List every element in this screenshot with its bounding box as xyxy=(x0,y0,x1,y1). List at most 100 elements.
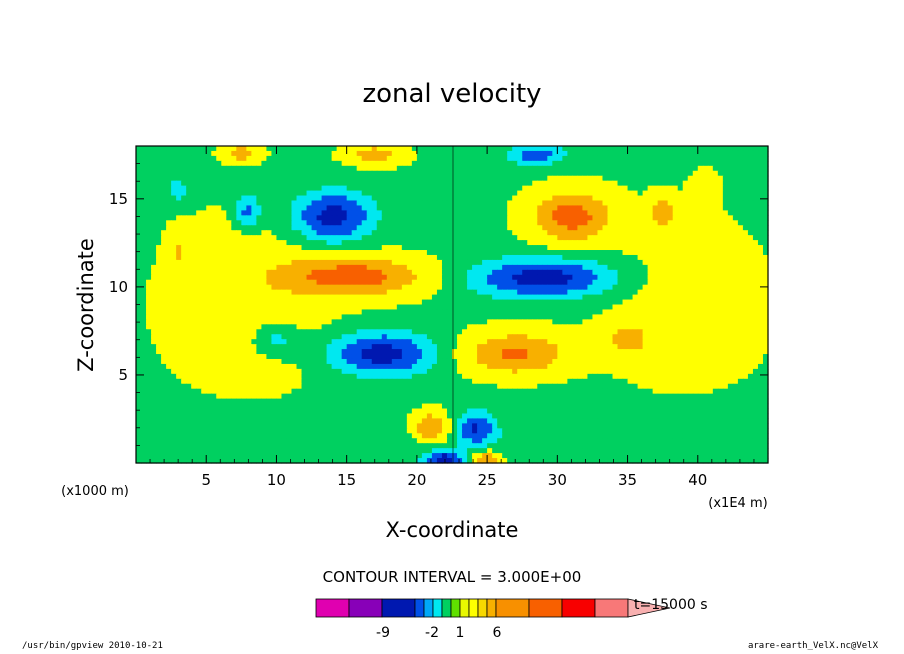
field-cell xyxy=(281,165,288,172)
field-cell xyxy=(356,170,363,177)
field-cell xyxy=(452,240,458,246)
field-cell xyxy=(712,304,719,311)
field-cell xyxy=(737,220,744,226)
field-cell xyxy=(742,319,749,325)
field-cell xyxy=(632,200,639,207)
field-cell xyxy=(747,334,754,340)
field-cell xyxy=(166,279,172,286)
field-cell xyxy=(171,319,177,325)
field-cell xyxy=(306,190,313,197)
field-cell xyxy=(467,175,473,182)
field-cell xyxy=(331,274,338,281)
field-cell xyxy=(171,309,177,315)
field-cell xyxy=(401,195,408,202)
field-cell xyxy=(522,284,528,291)
field-cell xyxy=(457,165,463,172)
field-cell xyxy=(341,259,348,266)
field-cell xyxy=(537,304,543,311)
field-cell xyxy=(336,309,343,315)
field-cell xyxy=(497,304,503,311)
field-cell xyxy=(401,230,408,236)
field-cell xyxy=(301,309,308,315)
field-cell xyxy=(667,205,674,211)
field-cell xyxy=(206,254,212,261)
field-cell xyxy=(371,245,378,251)
field-cell xyxy=(236,160,242,167)
field-cell xyxy=(672,225,679,231)
field-cell xyxy=(557,170,563,177)
field-cell xyxy=(426,304,433,311)
field-cell xyxy=(436,235,443,241)
field-cell xyxy=(441,245,448,251)
field-cell xyxy=(191,175,197,182)
field-cell xyxy=(386,185,393,192)
field-cell xyxy=(401,250,408,256)
field-cell xyxy=(622,205,629,211)
field-cell xyxy=(211,269,217,276)
field-cell xyxy=(597,324,604,330)
field-cell xyxy=(472,294,478,301)
field-cell xyxy=(211,329,217,335)
field-cell xyxy=(356,190,363,197)
field-cell xyxy=(667,264,674,271)
field-cell xyxy=(507,294,513,301)
field-cell xyxy=(692,160,699,167)
field-cell xyxy=(497,210,503,216)
field-cell xyxy=(336,185,343,192)
field-cell xyxy=(356,160,363,167)
field-cell xyxy=(627,210,634,216)
field-cell xyxy=(181,170,187,177)
field-cell xyxy=(537,225,543,231)
field-cell xyxy=(647,210,654,216)
field-cell xyxy=(752,314,759,320)
field-cell xyxy=(441,225,448,231)
field-cell xyxy=(341,269,348,276)
field-cell xyxy=(707,150,714,157)
field-cell xyxy=(527,329,533,335)
field-cell xyxy=(346,334,353,340)
field-cell xyxy=(426,339,433,345)
field-cell xyxy=(727,250,734,256)
field-cell xyxy=(752,235,759,241)
field-cell xyxy=(396,269,403,276)
field-cell xyxy=(406,245,413,251)
field-cell xyxy=(747,289,754,296)
field-cell xyxy=(497,284,503,291)
field-cell xyxy=(697,274,704,281)
field-cell xyxy=(136,269,142,276)
field-cell xyxy=(697,165,704,172)
field-cell xyxy=(331,289,338,296)
field-cell xyxy=(757,225,764,231)
field-cell xyxy=(757,150,764,157)
field-cell xyxy=(211,225,217,231)
field-cell xyxy=(411,215,418,221)
field-cell xyxy=(557,225,563,231)
field-cell xyxy=(331,294,338,301)
field-cell xyxy=(477,309,483,315)
field-cell xyxy=(136,274,142,281)
field-cell xyxy=(186,170,192,177)
field-cell xyxy=(276,304,283,311)
field-cell xyxy=(406,289,413,296)
field-cell xyxy=(467,264,473,271)
field-cell xyxy=(216,339,222,345)
field-cell xyxy=(742,220,749,226)
field-cell xyxy=(196,175,202,182)
field-cell xyxy=(662,185,669,192)
field-cell xyxy=(567,235,573,241)
field-cell xyxy=(542,215,548,221)
field-cell xyxy=(512,160,518,167)
field-cell xyxy=(522,259,528,266)
field-cell xyxy=(161,324,167,330)
field-cell xyxy=(472,339,478,345)
field-cell xyxy=(517,155,523,162)
field-cell xyxy=(557,210,563,216)
field-cell xyxy=(507,314,513,320)
field-cell xyxy=(401,329,408,335)
field-cell xyxy=(532,230,538,236)
field-cell xyxy=(492,155,498,162)
field-cell xyxy=(221,304,227,311)
field-cell xyxy=(487,304,493,311)
field-cell xyxy=(592,190,599,197)
field-cell xyxy=(527,274,533,281)
